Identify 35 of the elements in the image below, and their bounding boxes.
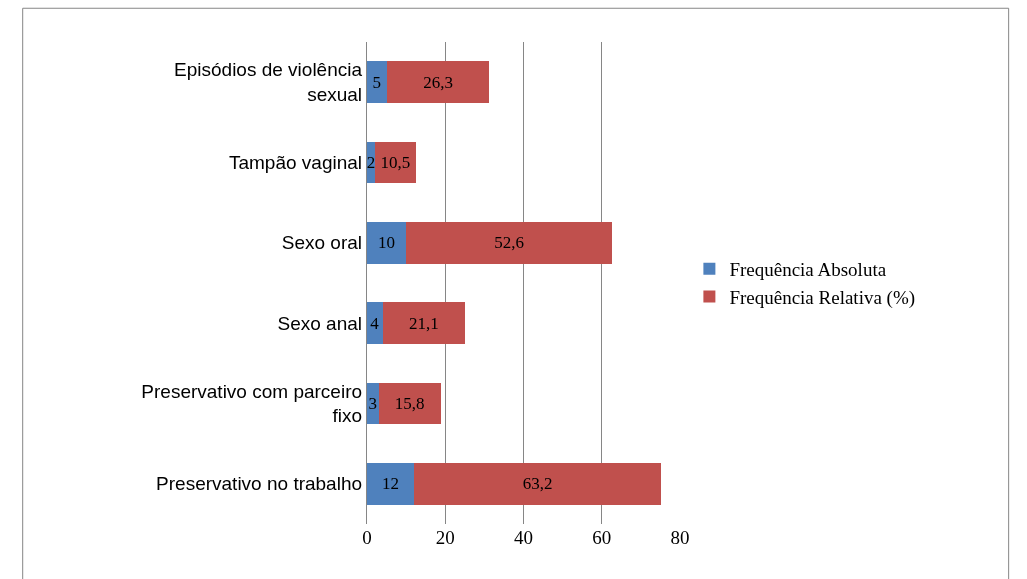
data-label: 63,2 [522, 474, 553, 494]
data-label: 5 [372, 72, 382, 92]
bar [378, 382, 441, 425]
y-tick-label: Episódios de violência sexual [174, 59, 363, 106]
x-tick-label: 40 [514, 527, 533, 548]
x-tick-label: 20 [435, 527, 455, 548]
data-label: 52,6 [494, 233, 524, 253]
data-label: 12 [381, 474, 399, 494]
bar [413, 462, 662, 505]
bar [367, 382, 379, 425]
data-label: 26,3 [423, 72, 453, 92]
data-label: 3 [368, 394, 378, 413]
bar [382, 302, 466, 345]
x-tick-label: 0 [362, 527, 372, 548]
data-label: 21,1 [409, 313, 439, 333]
bar [367, 221, 407, 264]
legend-label: Frequência Relativa (%) [729, 286, 916, 309]
legend-label: Frequência Absoluta [729, 259, 887, 281]
x-tick-label: 80 [670, 527, 690, 548]
y-tick-label: Preservativo com parceiro fixo [141, 380, 363, 427]
bar [367, 61, 387, 104]
y-tick-label: Preservativo no trabalho [156, 473, 363, 495]
x-tick-label: 60 [592, 527, 612, 548]
data-label: 10 [378, 233, 396, 253]
data-label: 4 [370, 313, 380, 333]
bar [367, 462, 414, 505]
data-label: 15,8 [394, 394, 425, 413]
y-tick-label: Sexo oral [281, 232, 363, 254]
bar [386, 61, 490, 104]
bar [367, 302, 383, 345]
bar [406, 221, 612, 264]
data-label: 10,5 [380, 153, 411, 172]
y-tick-label: Sexo anal [277, 312, 363, 334]
y-tick-label: Tampão vaginal [228, 152, 363, 174]
data-label: 2 [366, 153, 376, 172]
